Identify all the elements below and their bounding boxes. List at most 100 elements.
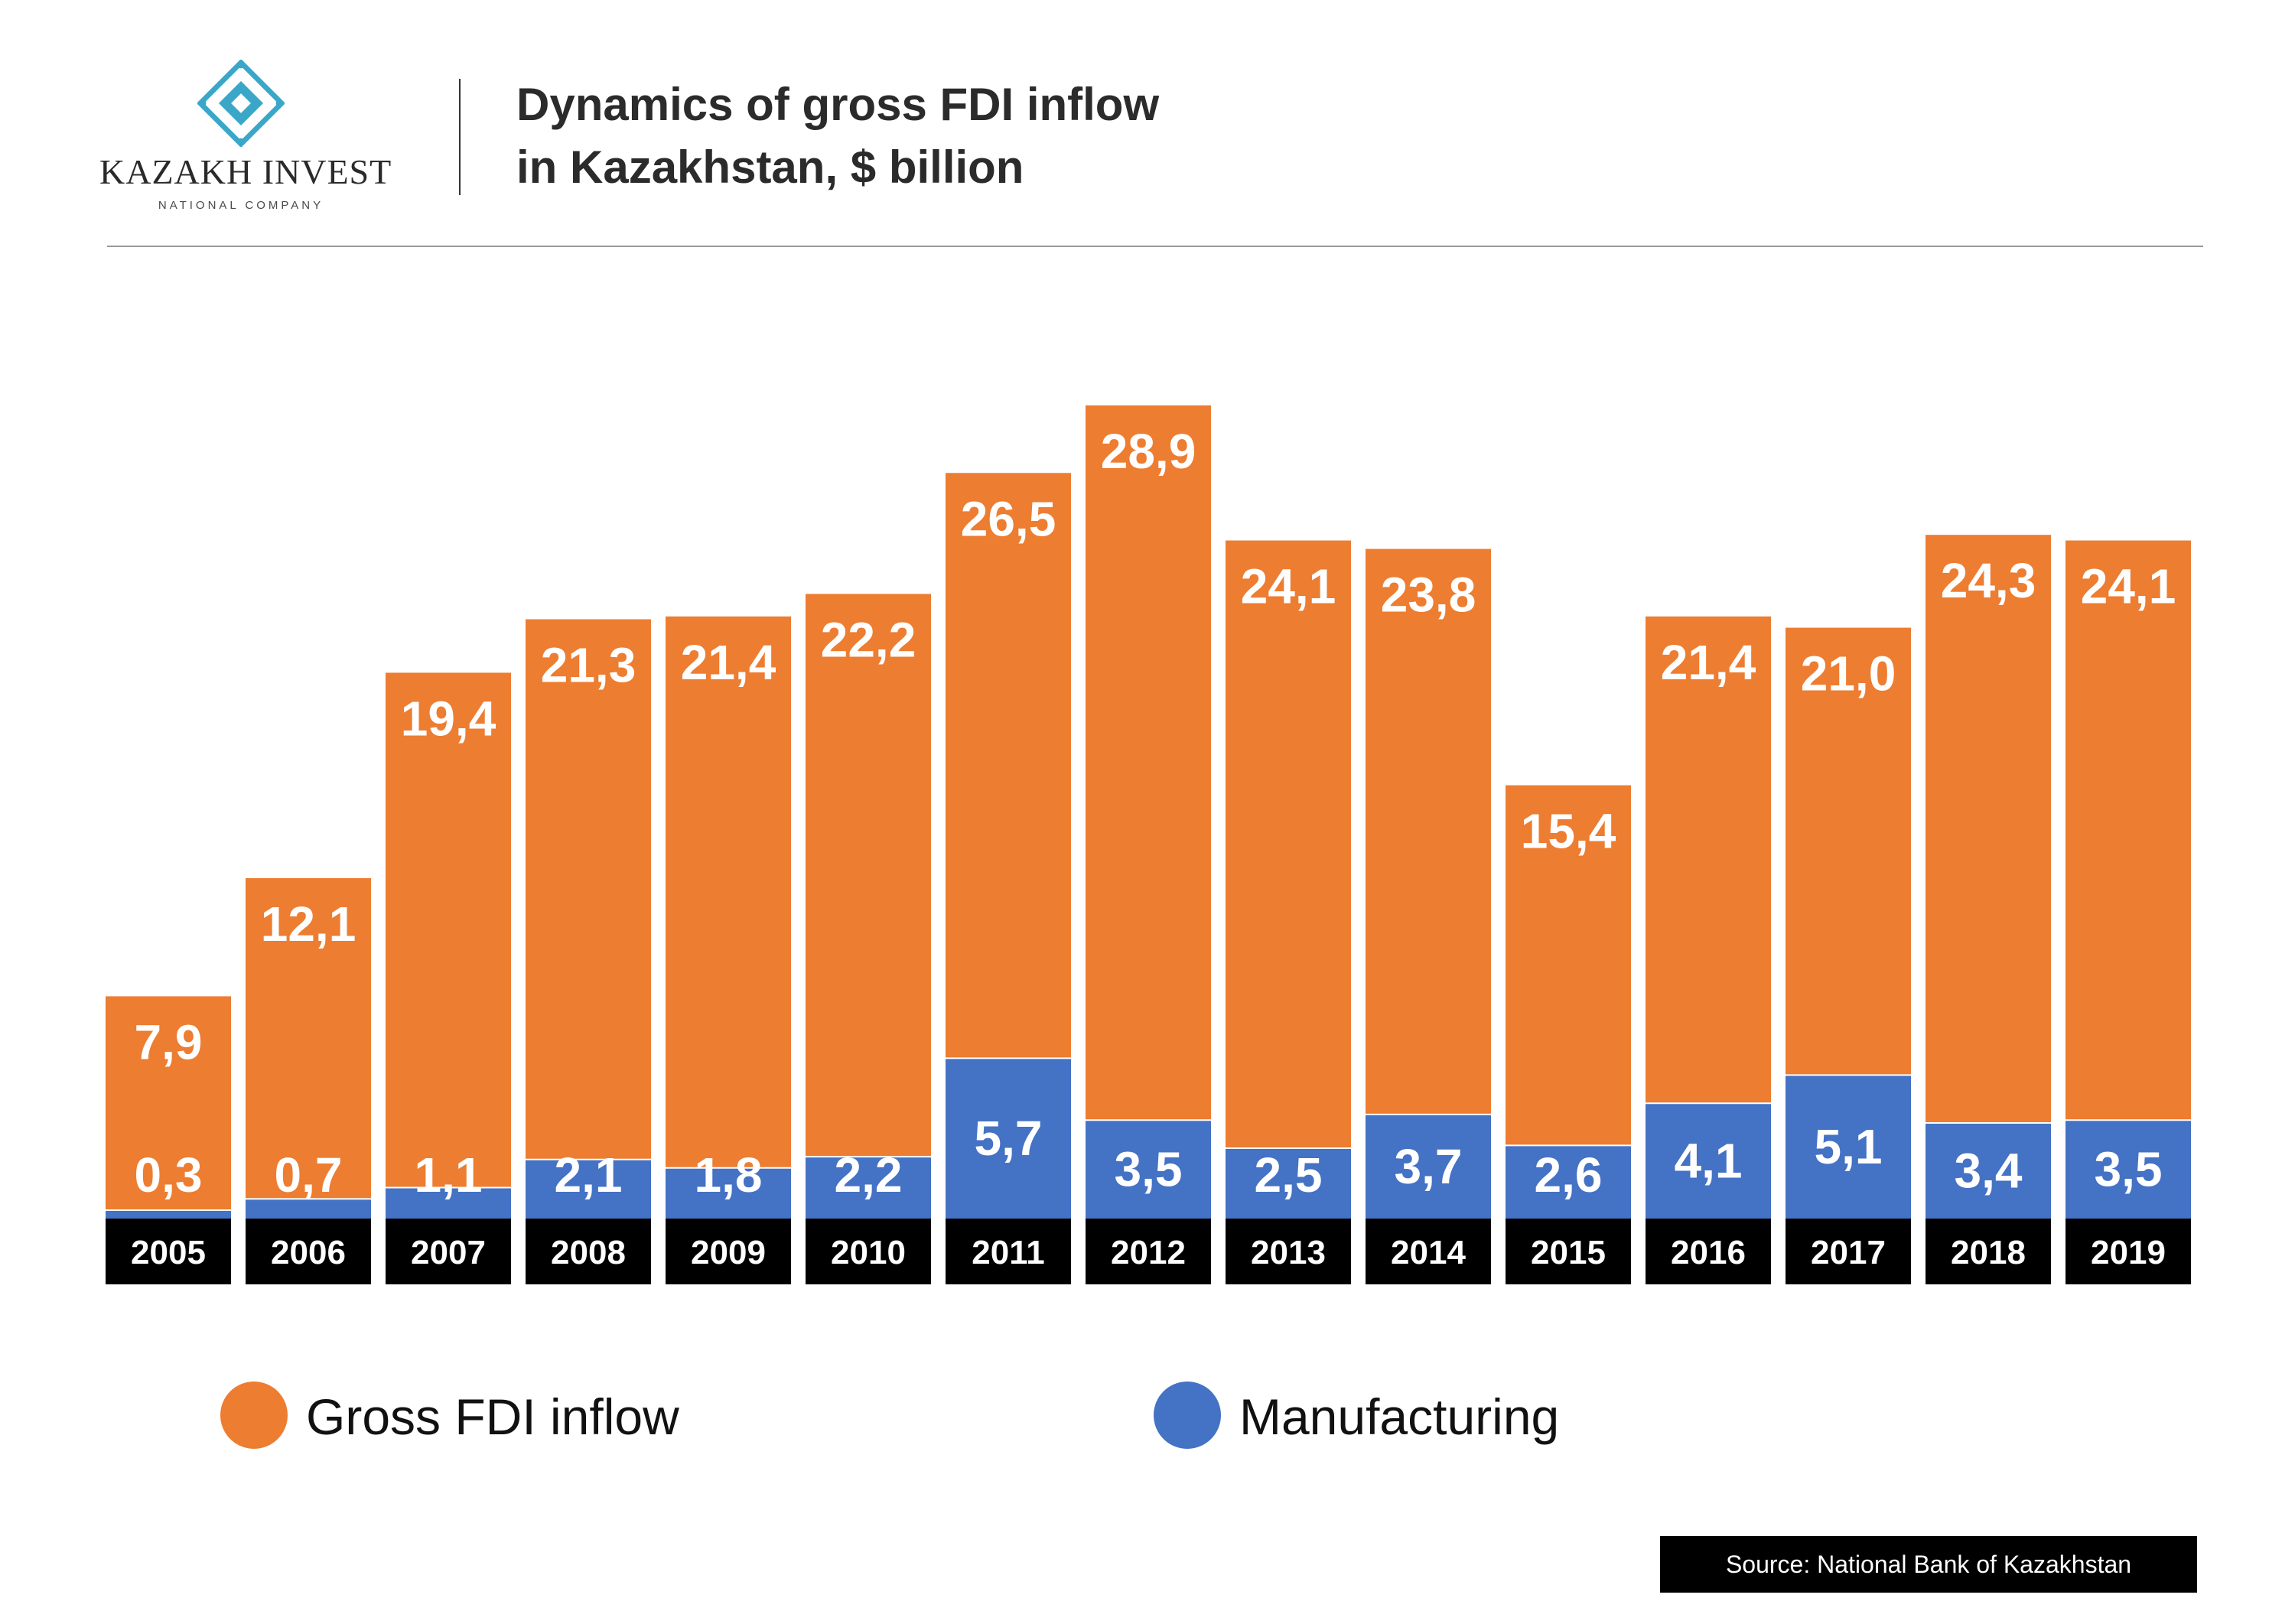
data-label-manufacturing: 1,8 (695, 1147, 763, 1203)
data-label-gross: 28,9 (1101, 424, 1196, 479)
bar-manufacturing (1646, 1103, 1771, 1219)
logo-name: KAZAKH INVEST (99, 152, 392, 191)
data-label-manufacturing: 3,5 (2095, 1142, 2163, 1197)
bar-manufacturing (806, 1157, 931, 1219)
data-label-gross: 21,3 (541, 638, 636, 693)
ornament-logo-icon (197, 60, 285, 147)
year-box (2066, 1219, 2191, 1284)
x-tick-label: 2010 (831, 1234, 906, 1271)
year-box (386, 1219, 511, 1284)
year-box (1226, 1219, 1351, 1284)
data-label-manufacturing: 3,5 (1115, 1142, 1183, 1197)
bar-manufacturing (1226, 1148, 1351, 1219)
year-box (946, 1219, 1071, 1284)
legend-dot-manufacturing-icon (1154, 1382, 1221, 1449)
data-label-gross: 23,8 (1381, 568, 1476, 623)
data-label-manufacturing: 3,4 (1955, 1143, 2023, 1198)
x-tick-label: 2019 (2091, 1234, 2166, 1271)
x-tick-label: 2012 (1111, 1234, 1186, 1271)
x-tick-label: 2014 (1391, 1234, 1466, 1271)
bar-manufacturing (1786, 1075, 1911, 1219)
x-tick-label: 2009 (691, 1234, 766, 1271)
bar-manufacturing (526, 1159, 651, 1219)
bar-manufacturing (946, 1058, 1071, 1219)
data-label-manufacturing: 2,6 (1535, 1147, 1603, 1203)
bar-manufacturing (2066, 1120, 2191, 1219)
data-label-gross: 19,4 (401, 691, 496, 746)
x-tick-label: 2015 (1531, 1234, 1606, 1271)
bar-gross (246, 877, 371, 1219)
bar-manufacturing (666, 1167, 791, 1219)
x-tick-label: 2018 (1951, 1234, 2026, 1271)
year-box (1086, 1219, 1211, 1284)
data-label-gross: 22,2 (821, 612, 916, 667)
data-label-manufacturing: 3,7 (1395, 1139, 1463, 1194)
x-tick-label: 2011 (972, 1234, 1044, 1271)
data-label-gross: 24,1 (1241, 559, 1336, 614)
chart-title-line1: Dynamics of gross FDI inflow (516, 79, 1160, 130)
data-label-gross: 26,5 (961, 491, 1056, 546)
year-box (666, 1219, 791, 1284)
year-box (1366, 1219, 1491, 1284)
bar-gross (1226, 540, 1351, 1219)
year-box (1786, 1219, 1911, 1284)
header-divider (459, 79, 461, 195)
x-tick-label: 2008 (551, 1234, 626, 1271)
data-label-manufacturing: 0,7 (275, 1147, 343, 1203)
data-label-gross: 24,1 (2081, 559, 2176, 614)
bar-gross (386, 672, 511, 1219)
year-box (246, 1219, 371, 1284)
data-label-manufacturing: 2,2 (835, 1147, 903, 1203)
bar-manufacturing (106, 1209, 231, 1219)
legend-dot-gross-icon (220, 1382, 288, 1449)
bar-gross (2066, 540, 2191, 1219)
logo: KAZAKH INVEST NATIONAL COMPANY (99, 60, 392, 220)
year-box (1646, 1219, 1771, 1284)
bar-manufacturing (1506, 1145, 1631, 1219)
source-note: Source: National Bank of Kazakhstan (1660, 1536, 2197, 1593)
legend-label-gross: Gross FDI inflow (306, 1388, 679, 1445)
data-label-gross: 12,1 (261, 897, 356, 952)
year-box (806, 1219, 931, 1284)
x-tick-label: 2005 (131, 1234, 206, 1271)
chart-title-line2: in Kazakhstan, $ billion (516, 142, 1024, 193)
data-label-gross: 21,4 (1661, 635, 1756, 690)
bar-gross (666, 616, 791, 1219)
header-rule (107, 246, 2203, 247)
x-tick-label: 2017 (1811, 1234, 1886, 1271)
bar-manufacturing (246, 1199, 371, 1219)
logo-subtitle: NATIONAL COMPANY (158, 199, 324, 212)
data-label-manufacturing: 5,7 (975, 1111, 1043, 1166)
data-label-manufacturing: 5,1 (1815, 1119, 1883, 1174)
data-label-gross: 21,4 (681, 635, 776, 690)
data-label-manufacturing: 2,5 (1255, 1147, 1323, 1203)
bar-manufacturing (386, 1187, 511, 1219)
data-label-gross: 15,4 (1521, 804, 1616, 859)
year-box (1506, 1219, 1631, 1284)
data-label-gross: 7,9 (135, 1014, 203, 1069)
data-label-gross: 21,0 (1801, 646, 1896, 701)
x-tick-label: 2016 (1671, 1234, 1746, 1271)
year-box (106, 1219, 231, 1284)
x-tick-label: 2006 (271, 1234, 346, 1271)
year-box (1926, 1219, 2051, 1284)
bar-manufacturing (1366, 1114, 1491, 1219)
bar-gross (106, 996, 231, 1219)
data-label-manufacturing: 2,1 (555, 1147, 623, 1203)
x-tick-label: 2007 (411, 1234, 486, 1271)
bar-gross (1926, 535, 2051, 1219)
year-box (526, 1219, 651, 1284)
bar-gross (1366, 548, 1491, 1219)
bar-gross (526, 619, 651, 1219)
data-label-manufacturing: 4,1 (1675, 1134, 1743, 1189)
chart-title: Dynamics of gross FDI inflow in Kazakhst… (516, 73, 1664, 199)
bar-gross (1086, 405, 1211, 1219)
bar-gross (806, 594, 931, 1219)
data-label-manufacturing: 1,1 (415, 1147, 483, 1203)
bar-manufacturing (1926, 1122, 2051, 1219)
bar-manufacturing (1086, 1120, 1211, 1219)
bar-chart: 7,9 0,3 2005 12,1 0,7 2006 19,4 1,1 2007 21,3 2,1 2… (106, 405, 2191, 1284)
data-label-manufacturing: 0,3 (135, 1147, 203, 1203)
legend-label-manufacturing: Manufacturing (1239, 1388, 1560, 1445)
data-label-gross: 24,3 (1941, 553, 2036, 608)
